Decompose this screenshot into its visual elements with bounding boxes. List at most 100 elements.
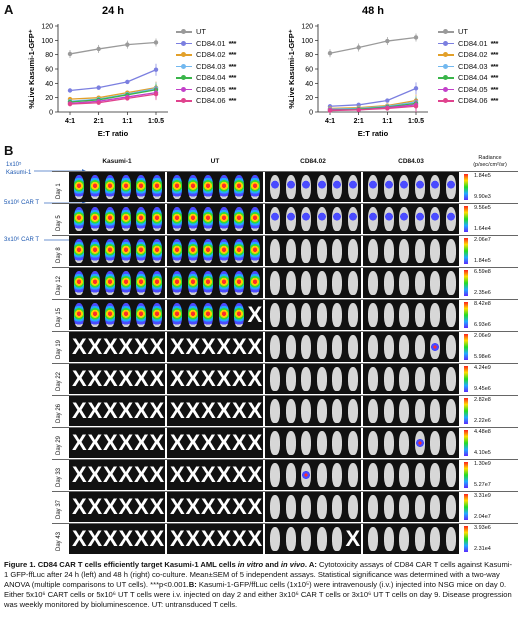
chart-title: 24 h	[102, 5, 124, 17]
mouse-image	[203, 239, 213, 263]
mouse-image	[430, 239, 440, 263]
mouse-image	[187, 175, 198, 199]
deceased-mouse-x: X	[216, 494, 232, 519]
row-divider	[52, 267, 518, 268]
mouse-image	[316, 271, 327, 295]
deceased-mouse-x: X	[149, 398, 165, 423]
mouse-image	[368, 303, 378, 327]
mouse-image	[430, 463, 440, 487]
legend-label: UT	[196, 27, 206, 37]
mouse-image	[383, 175, 394, 199]
x-tick-label: 4:1	[65, 118, 75, 125]
deceased-mouse-x: X	[103, 462, 118, 487]
mouse-image	[368, 367, 378, 391]
imaging-cell	[265, 332, 361, 362]
y-axis-label: %Live Kasumi-1-GFP⁺	[287, 29, 296, 108]
mouse-image	[368, 271, 378, 295]
deceased-mouse-x: X	[149, 334, 165, 359]
scale-max-label: 4.48e8	[474, 429, 491, 435]
mouse-image	[234, 175, 244, 199]
imaging-cell: X	[167, 300, 263, 330]
mouse-image	[399, 399, 409, 423]
imaging-cell	[265, 460, 361, 490]
mouse-image	[347, 463, 358, 487]
mouse-image	[285, 207, 296, 231]
row-divider	[52, 299, 518, 300]
radiance-color-scale	[464, 462, 468, 488]
scale-max-label: 1.84e5	[474, 173, 491, 179]
mouse-image	[399, 527, 409, 551]
chart-24h: 24 h 0 20 40 60 80 100 120 4:1 2:1 1:1 1:0.5 E:T rat…	[0, 0, 260, 140]
x-tick-label: 1:0.5	[408, 118, 424, 125]
mouse-image	[316, 495, 327, 519]
x-tick-label: 2:1	[94, 118, 104, 125]
mouse-image	[445, 367, 456, 391]
deceased-mouse-x: X	[170, 494, 185, 519]
chart-48h-svg: 48 h 0 20 40 60 80 100 120 4:1 2:1 1:1 1:0.5 E:T rat…	[287, 5, 428, 138]
legend-item: CD84.04 ***	[438, 72, 498, 84]
mouse-image	[332, 463, 342, 487]
radiance-color-scale	[464, 430, 468, 456]
deceased-mouse-x: X	[185, 494, 201, 519]
panel-b-label: B	[4, 143, 14, 158]
mouse-image	[301, 239, 311, 263]
imaging-cell	[265, 300, 361, 330]
y-tick-label: 20	[45, 95, 53, 102]
mouse-image	[285, 495, 296, 519]
mouse-image	[203, 175, 213, 199]
imaging-cell	[265, 396, 361, 426]
mouse-image	[270, 335, 280, 359]
mouse-image	[136, 175, 146, 199]
mouse-image	[414, 431, 425, 455]
deceased-mouse-x: X	[149, 430, 165, 455]
mouse-image	[368, 463, 378, 487]
mouse-image	[368, 207, 378, 231]
mouse-image	[399, 271, 409, 295]
mouse-image	[120, 303, 131, 327]
deceased-mouse-x: X	[87, 494, 103, 519]
data-point	[96, 46, 101, 52]
imaging-cell	[265, 364, 361, 394]
x-tick-label: 1:1	[122, 118, 132, 125]
mouse-image	[414, 239, 425, 263]
deceased-mouse-x: X	[72, 526, 87, 551]
deceased-mouse-x: X	[247, 366, 263, 391]
legend-item: CD84.03 ***	[176, 61, 236, 73]
mouse-image	[218, 207, 229, 231]
annotation-car-t-3-text: 3x10⁶ CAR T	[4, 237, 40, 243]
mouse-image	[89, 239, 100, 263]
y-tick-label: 80	[45, 52, 53, 59]
mouse-image	[249, 207, 260, 231]
chart-24h-legend: UT CD84.01 *** CD84.02 *** CD84.03 *** CD84.04 *…	[176, 26, 236, 107]
day-label: Day 5	[56, 215, 62, 231]
x-tick-label: 2:1	[354, 118, 364, 125]
mouse-image	[270, 463, 280, 487]
mouse-image	[89, 271, 100, 295]
mouse-image	[151, 175, 162, 199]
deceased-mouse-x: X	[247, 462, 263, 487]
mouse-image	[316, 335, 327, 359]
mouse-image	[414, 271, 425, 295]
day-label: Day 1	[56, 183, 62, 199]
mouse-image	[74, 303, 84, 327]
deceased-mouse-x: X	[72, 334, 87, 359]
legend-item: CD84.05 ***	[438, 84, 498, 96]
data-point	[125, 79, 130, 85]
legend-label: CD84.04	[196, 73, 226, 83]
deceased-mouse-x: X	[87, 430, 103, 455]
y-tick-label: 0	[309, 110, 313, 117]
significance-marker: ***	[228, 96, 237, 106]
deceased-mouse-x: X	[87, 526, 103, 551]
mouse-image	[445, 527, 456, 551]
deceased-mouse-x: X	[134, 526, 149, 551]
mouse-image	[74, 207, 84, 231]
mouse-image	[187, 207, 198, 231]
legend-swatch	[438, 97, 454, 105]
deceased-mouse-x: X	[185, 430, 201, 455]
day-label: Day 19	[56, 339, 62, 359]
mouse-image	[301, 527, 311, 551]
mouse-image	[285, 335, 296, 359]
radiance-label: Radiance (p/sec/cm²/sr)	[473, 155, 507, 168]
deceased-mouse-x: X	[72, 494, 87, 519]
y-tick-label: 120	[301, 24, 313, 31]
